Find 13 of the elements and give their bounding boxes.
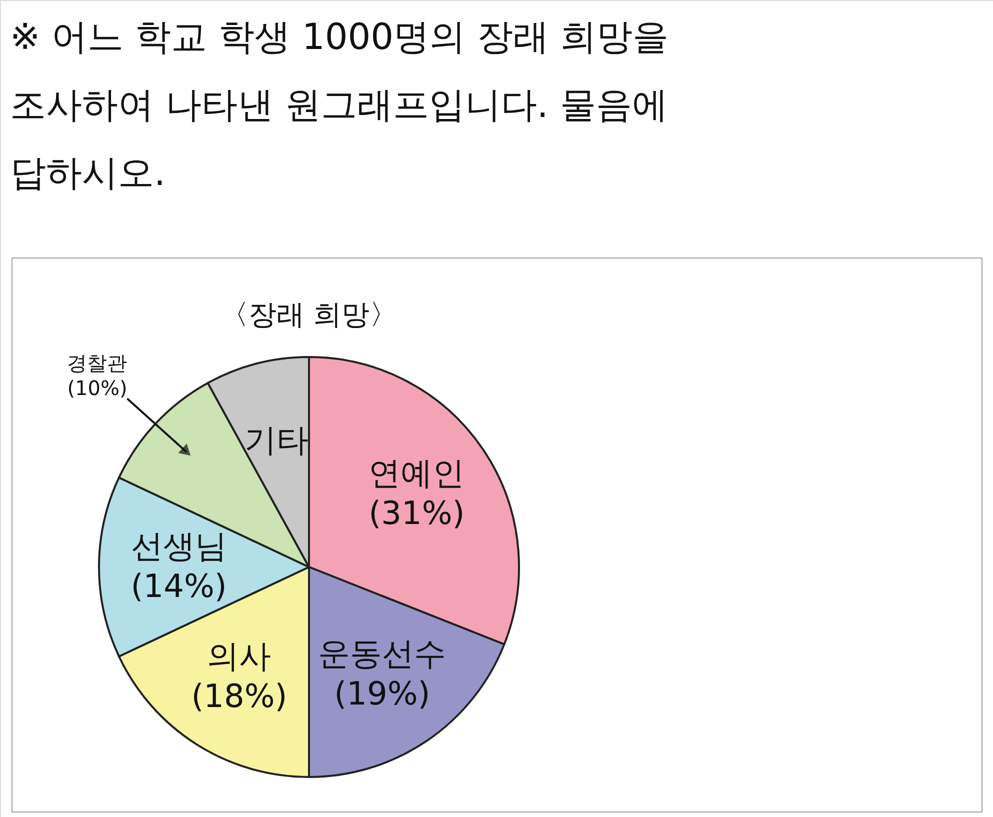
chart-title: ※ 어느 학교 학생 1000명의 장래 희망을 조사하여 나타낸 원그래프입니다. 물음에 답하시오. xyxy=(10,17,668,194)
data-label: (14%) xyxy=(130,567,227,605)
slice-label: 경찰관 xyxy=(67,351,128,376)
slice-label: 기타 xyxy=(244,420,309,459)
slice-label: 의사 xyxy=(207,636,272,675)
slice-label: 운동선수 xyxy=(318,634,446,673)
data-label: (19%) xyxy=(334,674,430,713)
data-label: (18%) xyxy=(191,676,288,715)
data-label: (10%) xyxy=(67,376,128,400)
slice-label: 연예인 xyxy=(368,454,465,492)
data-label: (31%) xyxy=(368,494,465,532)
slice-label: 선생님 xyxy=(130,527,227,565)
chart-subtitle: 〈장래 희망〉 xyxy=(220,298,398,331)
